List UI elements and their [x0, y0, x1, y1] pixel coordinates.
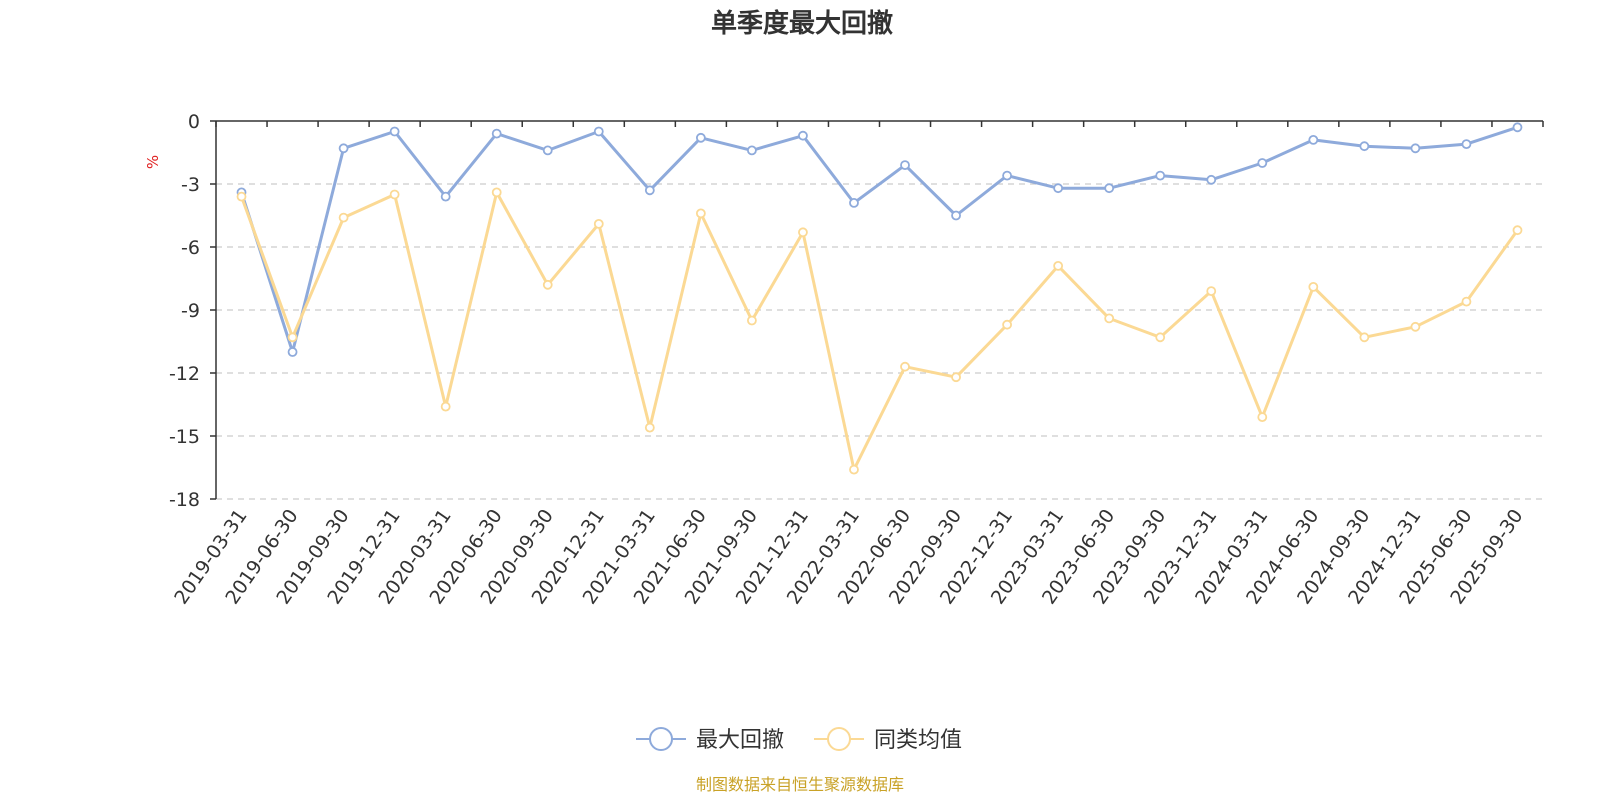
y-tick-label: -15 — [169, 426, 200, 448]
data-point — [491, 128, 502, 139]
data-point — [1002, 170, 1012, 181]
legend-item[interactable]: 同类均值 — [814, 727, 962, 753]
data-point — [644, 185, 655, 196]
x-axis-ticks: 2019-03-312019-06-302019-09-302019-12-31… — [170, 121, 1544, 608]
data-point — [1359, 141, 1370, 152]
data-point — [287, 332, 298, 343]
y-tick-label: -18 — [169, 489, 200, 511]
data-point — [389, 189, 400, 200]
legend-label: 最大回撤 — [696, 728, 784, 753]
y-tick-label: -3 — [181, 174, 200, 196]
data-point — [1053, 260, 1064, 271]
data-point — [491, 187, 502, 198]
source-note: 制图数据来自恒生聚源数据库 — [696, 775, 904, 794]
data-point — [440, 401, 451, 412]
data-point — [440, 191, 451, 202]
data-point — [1053, 183, 1064, 194]
data-point — [1104, 183, 1115, 194]
series-line — [240, 190, 1519, 472]
data-point — [1308, 134, 1319, 145]
legend-marker — [827, 727, 851, 751]
data-point — [1512, 122, 1523, 133]
data-point — [1512, 225, 1523, 236]
data-point — [644, 422, 655, 433]
data-point — [1155, 170, 1166, 181]
data-point — [1410, 321, 1421, 332]
legend[interactable]: 最大回撤 同类均值 — [636, 727, 962, 753]
data-point — [1461, 139, 1472, 150]
data-point — [951, 210, 961, 221]
chart-title: 单季度最大回撤 — [711, 8, 893, 39]
legend-label: 同类均值 — [874, 728, 962, 753]
data-point — [1104, 313, 1115, 324]
data-point — [747, 315, 757, 326]
data-point — [849, 197, 859, 208]
data-point — [1206, 286, 1217, 297]
data-point — [593, 218, 604, 229]
data-point — [338, 212, 349, 223]
y-tick-label: 0 — [188, 111, 200, 133]
data-point — [695, 132, 706, 143]
data-point — [1410, 143, 1421, 154]
legend-marker — [649, 727, 673, 751]
data-point — [542, 145, 553, 156]
data-point — [236, 191, 247, 202]
legend-item[interactable]: 最大回撤 — [636, 727, 784, 753]
y-tick-label: -12 — [169, 363, 200, 385]
data-point — [695, 208, 706, 219]
data-point — [849, 464, 859, 475]
data-point — [1155, 332, 1166, 343]
data-point — [1308, 281, 1319, 292]
y-axis-ticks: 0 -3 -6 -9 -12 -15 -18 — [169, 111, 216, 511]
data-point — [1257, 158, 1268, 168]
series-1 — [236, 122, 1523, 357]
data-point — [1461, 296, 1472, 307]
series-lines — [236, 122, 1523, 475]
data-point — [798, 227, 808, 238]
data-point — [1257, 412, 1268, 423]
series-2 — [236, 187, 1523, 475]
grid-lines — [216, 183, 1543, 500]
data-point — [1002, 319, 1012, 330]
data-point — [542, 279, 553, 290]
data-point — [900, 160, 910, 171]
data-point — [1359, 332, 1370, 343]
data-point — [747, 145, 757, 156]
y-tick-label: -6 — [181, 237, 200, 259]
y-axis-unit-label: % — [144, 155, 162, 169]
data-point — [287, 347, 298, 357]
data-point — [338, 143, 349, 154]
data-point — [900, 361, 910, 372]
series-line — [240, 125, 1518, 354]
data-point — [798, 130, 808, 141]
data-point — [1206, 174, 1217, 185]
y-tick-label: -9 — [181, 300, 200, 322]
data-point — [951, 372, 961, 383]
data-point — [389, 126, 400, 137]
data-point — [593, 126, 604, 137]
